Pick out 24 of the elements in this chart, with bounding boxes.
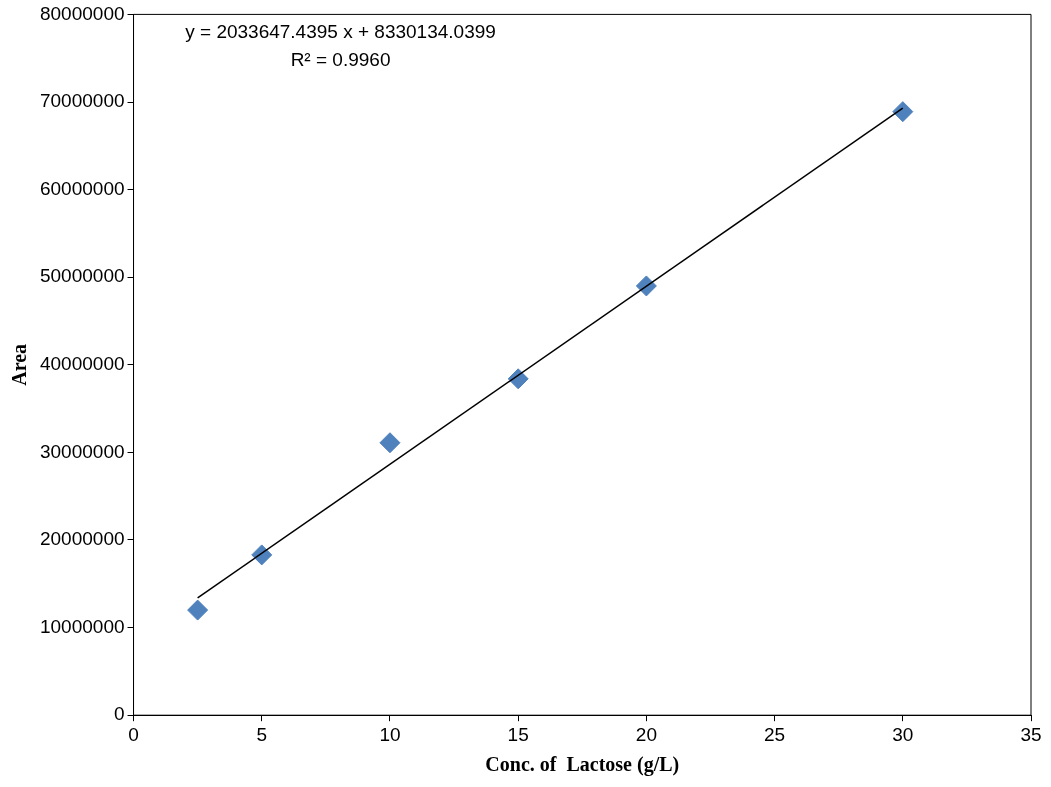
y-tick-label: 20000000 (39, 528, 125, 550)
x-tick-label: 10 (379, 723, 401, 745)
x-axis-title: Conc. of Lactose (g/L) (485, 753, 680, 777)
x-tick-label: 20 (635, 723, 657, 745)
y-tick-label: 40000000 (39, 353, 125, 375)
y-tick-label: 60000000 (39, 177, 125, 199)
point (379, 432, 401, 454)
y-tick-label: 80000000 (39, 2, 125, 24)
x-tick-label: 25 (764, 723, 786, 745)
x-tick-label: 15 (507, 723, 529, 745)
x-tick-label: 0 (128, 723, 139, 745)
point (187, 599, 209, 621)
x-tick-label: 30 (892, 723, 914, 745)
y-tick-label: 30000000 (39, 440, 125, 462)
annotation: R² = 0.9960 (290, 48, 391, 70)
y-tick-label: 10000000 (39, 615, 125, 637)
y-tick-label: 70000000 (39, 90, 125, 112)
x-tick-label: 5 (256, 723, 268, 745)
x-tick-label: 35 (1020, 723, 1042, 745)
y-tick-label: 50000000 (39, 265, 125, 287)
point (892, 101, 914, 123)
annotation: y = 2033647.4395 x + 8330134.0399 (185, 20, 496, 42)
y-tick-label: 0 (113, 703, 125, 725)
y-axis-title: Area (8, 343, 31, 386)
